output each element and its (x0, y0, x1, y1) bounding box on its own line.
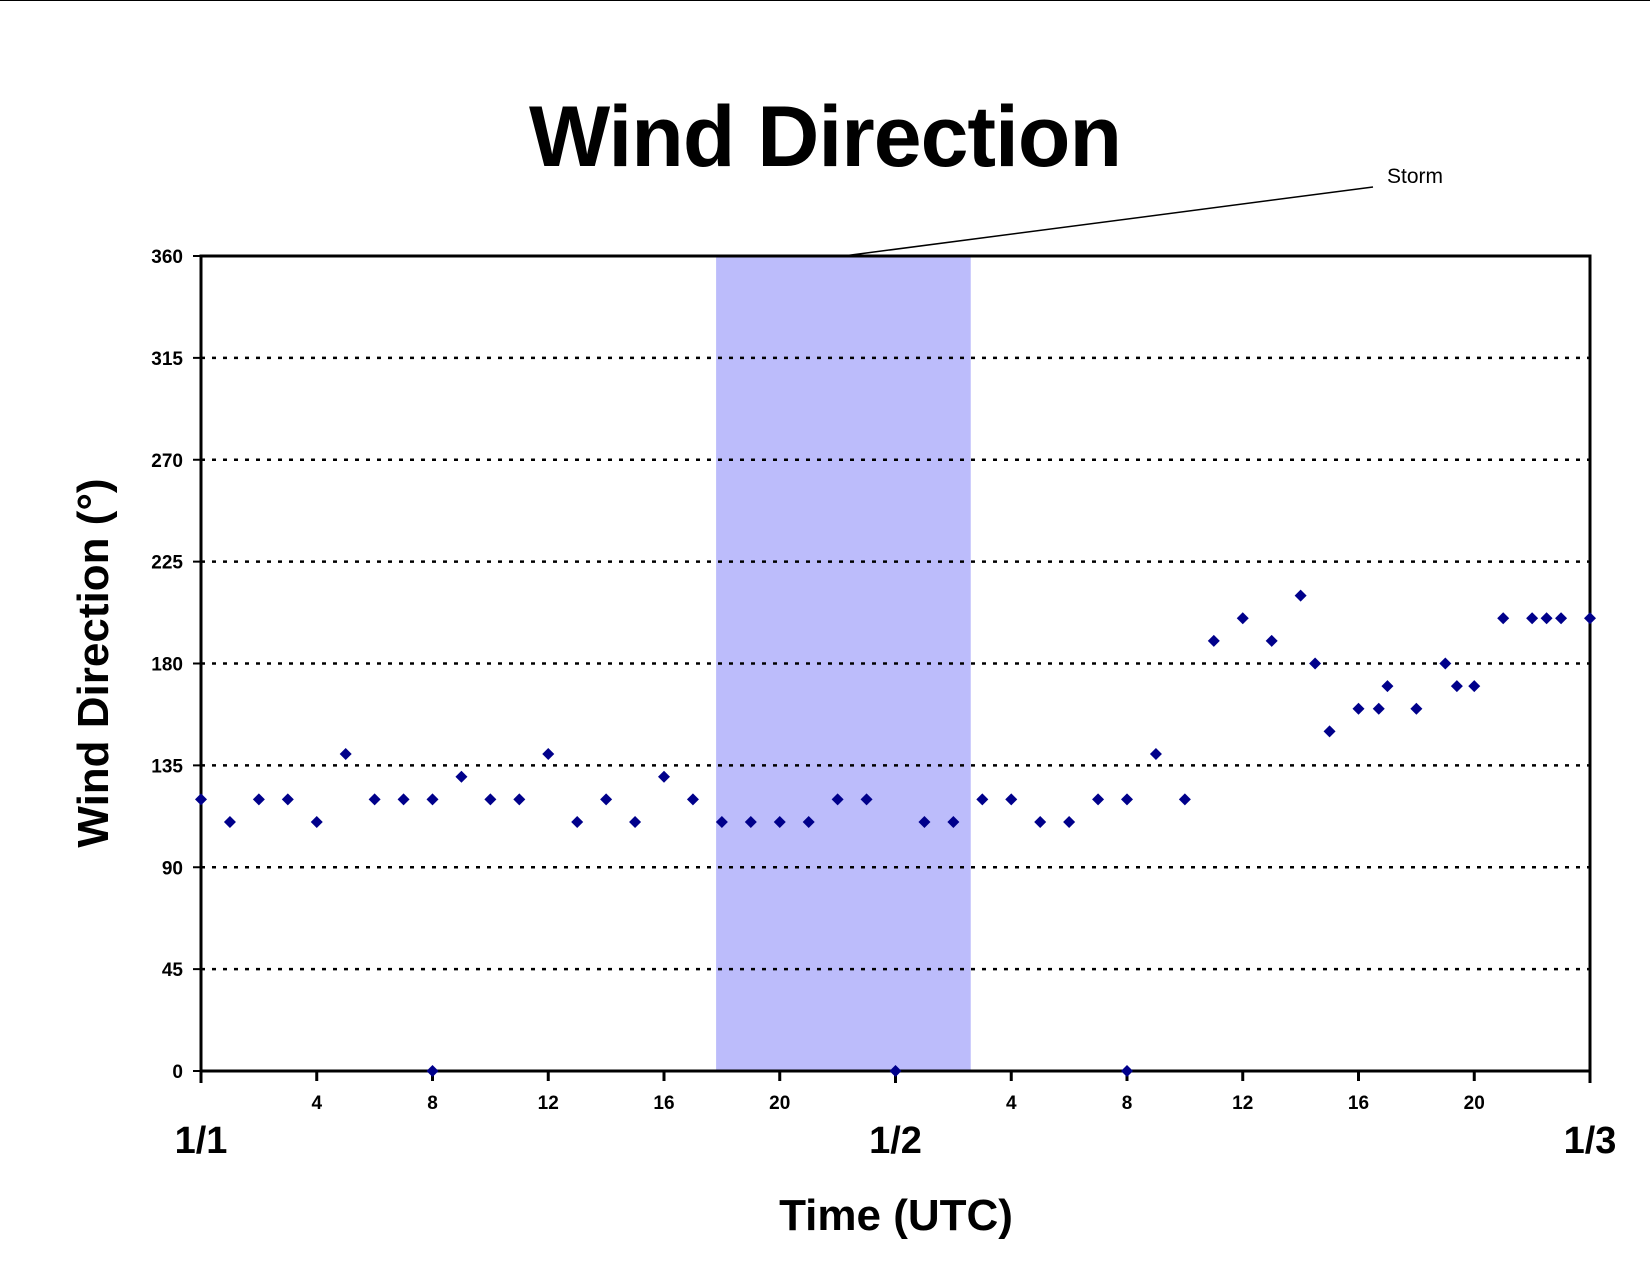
data-point (1468, 680, 1481, 693)
data-point (1584, 612, 1596, 625)
data-point (658, 770, 670, 783)
data-point (1555, 612, 1568, 625)
x-hour-tick-label: 12 (538, 1093, 559, 1114)
data-point (1236, 612, 1249, 625)
data-point (426, 793, 439, 806)
y-tick-label: 360 (151, 247, 183, 268)
y-tick-label: 315 (151, 349, 183, 370)
data-point (1178, 793, 1191, 806)
data-point (918, 815, 931, 828)
data-point (1265, 634, 1278, 647)
x-hour-tick-label: 16 (1348, 1093, 1369, 1114)
x-hour-tick-label: 20 (769, 1093, 790, 1114)
data-point (1092, 793, 1105, 806)
data-point (484, 793, 497, 806)
x-hour-tick-label: 16 (653, 1093, 674, 1114)
data-point (368, 793, 381, 806)
data-point (1352, 702, 1365, 715)
y-tick-label: 45 (162, 960, 184, 981)
data-point (310, 815, 323, 828)
data-point (802, 815, 815, 828)
data-point (1497, 612, 1510, 625)
chart-title: Wind Direction (529, 89, 1122, 185)
data-point (339, 748, 352, 761)
storm-annotation-label: Storm (1387, 165, 1443, 188)
data-point (1005, 793, 1018, 806)
data-point (571, 815, 584, 828)
top-border-line (0, 0, 1650, 1)
data-point (889, 1065, 902, 1077)
data-point (513, 793, 526, 806)
data-point (1294, 589, 1307, 602)
x-hour-tick-label: 8 (1122, 1093, 1133, 1114)
y-tick-label: 90 (162, 858, 183, 879)
data-point (1207, 634, 1220, 647)
data-point (860, 793, 873, 806)
tick-labels-layer: 0 45 90 135 180 225 270 315 360 4 8 12 16 20 4 8 12 16 20 1… (151, 247, 1616, 1162)
data-point (397, 793, 410, 806)
data-point (426, 1065, 439, 1077)
data-point (600, 793, 613, 806)
x-hour-tick-label: 20 (1464, 1093, 1485, 1114)
x-day-tick-label: 1/3 (1564, 1120, 1617, 1162)
y-tick-label: 180 (151, 655, 183, 676)
y-tick-label: 270 (151, 451, 183, 472)
data-point (223, 815, 236, 828)
y-tick-label: 135 (151, 756, 183, 777)
data-point (976, 793, 989, 806)
y-tick-label: 0 (172, 1062, 183, 1083)
y-axis-title: Wind Direction (°) (69, 478, 118, 847)
data-point (1323, 725, 1336, 738)
storm-callout-line (843, 186, 1374, 257)
data-point (947, 815, 960, 828)
x-hour-tick-label: 4 (1006, 1093, 1017, 1114)
x-hour-tick-label: 4 (311, 1093, 322, 1114)
data-point (1372, 702, 1385, 715)
data-point (1034, 815, 1047, 828)
data-point (252, 793, 265, 806)
data-point (542, 748, 555, 761)
data-point (1439, 657, 1452, 670)
data-point (1381, 680, 1394, 693)
data-point (744, 815, 757, 828)
data-point (1410, 702, 1423, 715)
data-point (1540, 612, 1553, 625)
data-point (1121, 793, 1133, 806)
data-point (455, 770, 468, 783)
gridlines-layer (201, 356, 1590, 971)
data-point (773, 815, 786, 828)
data-point (195, 793, 207, 806)
data-point (1450, 680, 1463, 693)
data-point (831, 793, 844, 806)
data-point (686, 793, 699, 806)
data-point (1309, 657, 1322, 670)
data-point (1526, 612, 1539, 625)
data-point (1149, 748, 1162, 761)
data-point (1063, 815, 1076, 828)
x-hour-tick-label: 8 (427, 1093, 438, 1114)
annotation-layer: Storm (843, 165, 1443, 257)
x-axis-title: Time (UTC) (779, 1191, 1013, 1240)
y-tick-label: 225 (151, 553, 183, 574)
data-point (1121, 1065, 1133, 1077)
x-day-tick-label: 1/2 (869, 1120, 922, 1162)
x-day-tick-label: 1/1 (175, 1120, 228, 1162)
data-point (281, 793, 294, 806)
data-points-layer (195, 589, 1596, 1077)
x-hour-tick-label: 12 (1232, 1093, 1253, 1114)
data-point (715, 815, 728, 828)
data-point (629, 815, 642, 828)
